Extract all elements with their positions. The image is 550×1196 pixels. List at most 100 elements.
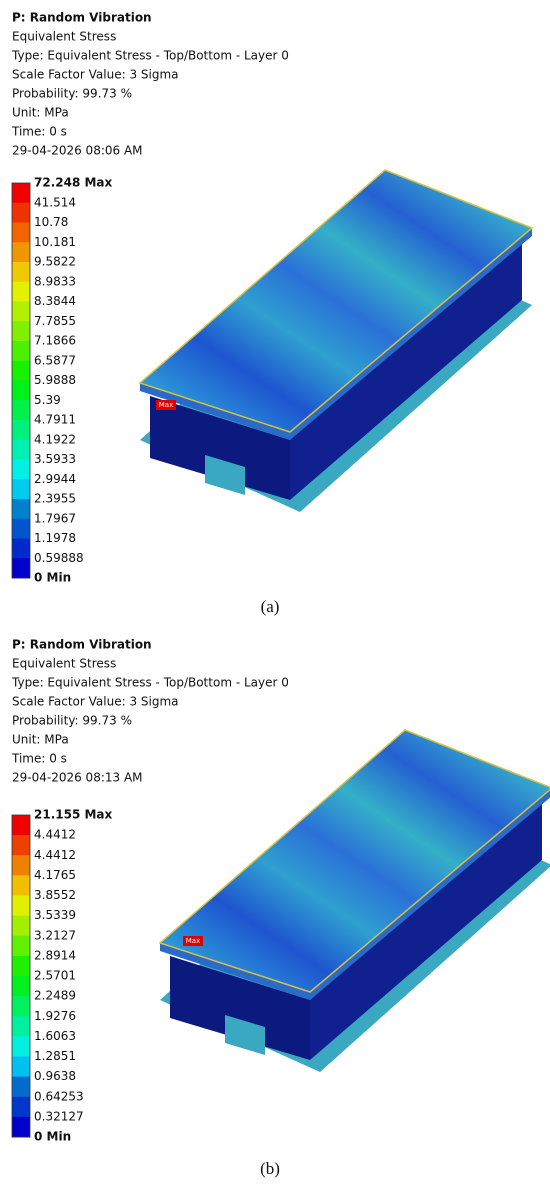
legend-band <box>12 380 30 401</box>
top-plate <box>158 729 550 993</box>
legend-label: 4.4412 <box>34 828 76 842</box>
legend-band <box>12 281 30 302</box>
legend-label: 2.9944 <box>34 472 76 486</box>
legend-label: 21.155 Max <box>34 808 113 822</box>
header-line: 29-04-2026 08:13 AM <box>12 771 143 785</box>
legend-band <box>12 1096 30 1118</box>
legend-label: 1.6063 <box>34 1029 76 1043</box>
legend-band <box>12 996 30 1017</box>
legend-label: 4.1765 <box>34 868 76 882</box>
legend-band <box>12 360 30 381</box>
model <box>138 169 534 512</box>
legend-label: 1.9276 <box>34 1009 76 1023</box>
legend-label: 0.59888 <box>34 551 84 565</box>
legend-label: 3.5933 <box>34 452 76 466</box>
legend-label: 4.7911 <box>34 413 76 427</box>
legend-band <box>12 242 30 263</box>
legend-band <box>12 815 30 836</box>
header-line: Equivalent Stress <box>12 30 116 44</box>
legend-label: 1.7967 <box>34 511 76 525</box>
header-line: Scale Factor Value: 3 Sigma <box>12 695 179 709</box>
legend-band <box>12 935 30 957</box>
legend-band <box>12 855 30 876</box>
max-marker: Max <box>186 937 200 945</box>
front-wall <box>150 396 290 500</box>
legend-band <box>12 202 30 223</box>
legend-band <box>12 420 30 441</box>
legend-label: 4.1922 <box>34 432 76 446</box>
legend-label: 2.8914 <box>34 948 76 962</box>
legend-label: 0.64253 <box>34 1089 84 1103</box>
legend-label: 7.1866 <box>34 334 76 348</box>
legend-label: 10.78 <box>34 215 68 229</box>
header-line: P: Random Vibration <box>12 11 152 25</box>
legend-label: 1.2851 <box>34 1049 76 1063</box>
legend-band <box>12 301 30 322</box>
plate-edge <box>160 789 550 1000</box>
header-line: Scale Factor Value: 3 Sigma <box>12 68 179 82</box>
legend-frame <box>11 814 31 1138</box>
legend-label: 2.5701 <box>34 969 76 983</box>
max-marker: Max <box>159 401 173 409</box>
legend-label: 3.5339 <box>34 908 76 922</box>
legend-label: 41.514 <box>34 195 76 209</box>
max-marker-box <box>183 936 203 946</box>
model <box>158 729 550 1072</box>
header-line: Type: Equivalent Stress - Top/Bottom - L… <box>11 49 289 63</box>
legend-label: 5.39 <box>34 393 61 407</box>
legend-band <box>12 1056 30 1078</box>
legend-band <box>12 183 30 204</box>
legend-label: 6.5877 <box>34 353 76 367</box>
front-wall <box>170 956 310 1060</box>
legend-label: 0 Min <box>34 571 71 585</box>
legend-band <box>12 262 30 283</box>
legend-band <box>12 976 30 997</box>
legend-band <box>12 955 30 977</box>
legend-band <box>12 1036 30 1057</box>
opening <box>205 455 245 495</box>
legend-label: 3.2127 <box>34 928 76 942</box>
top-plate <box>138 169 534 433</box>
legend-band <box>12 1076 30 1098</box>
legend-band <box>12 341 30 362</box>
header-line: P: Random Vibration <box>12 638 152 652</box>
legend-label: 9.5822 <box>34 255 76 269</box>
legend-label: 8.3844 <box>34 294 76 308</box>
header-line: Unit: MPa <box>12 733 69 747</box>
legend-label: 72.248 Max <box>34 176 113 190</box>
legend-label: 0.32127 <box>34 1109 84 1123</box>
legend-label: 1.1978 <box>34 531 76 545</box>
legend-label: 0 Min <box>34 1130 71 1144</box>
legend-band <box>12 538 30 559</box>
legend-band <box>12 459 30 480</box>
legend-label: 4.4412 <box>34 848 76 862</box>
legend-band <box>12 1016 30 1037</box>
max-marker-box <box>156 400 176 410</box>
legend-band <box>12 479 30 500</box>
legend-label: 8.9833 <box>34 274 76 288</box>
legend-band <box>12 518 30 539</box>
header-line: Probability: 99.73 % <box>12 87 132 101</box>
legend-label: 5.9888 <box>34 373 76 387</box>
header-line: Time: 0 s <box>11 752 67 766</box>
legend-band <box>12 222 30 243</box>
header-line: Equivalent Stress <box>12 657 116 671</box>
header-line: 29-04-2026 08:06 AM <box>12 144 143 158</box>
legend-band <box>12 915 30 937</box>
panel: P: Random Vibration Equivalent Stress Type… <box>11 11 534 616</box>
legend-label: 2.2489 <box>34 989 76 1003</box>
legend-band <box>12 499 30 520</box>
plate-edge <box>140 228 532 440</box>
legend-band <box>12 400 30 421</box>
legend-label: 2.3955 <box>34 492 76 506</box>
legend-band <box>12 875 30 896</box>
legend-label: 7.7855 <box>34 314 76 328</box>
legend-band <box>12 321 30 342</box>
legend-band <box>12 439 30 460</box>
side-wall <box>290 238 522 500</box>
legend-band <box>12 1116 30 1138</box>
legend-band <box>12 835 30 856</box>
caption: (b) <box>260 1159 280 1178</box>
header-line: Time: 0 s <box>11 125 67 139</box>
